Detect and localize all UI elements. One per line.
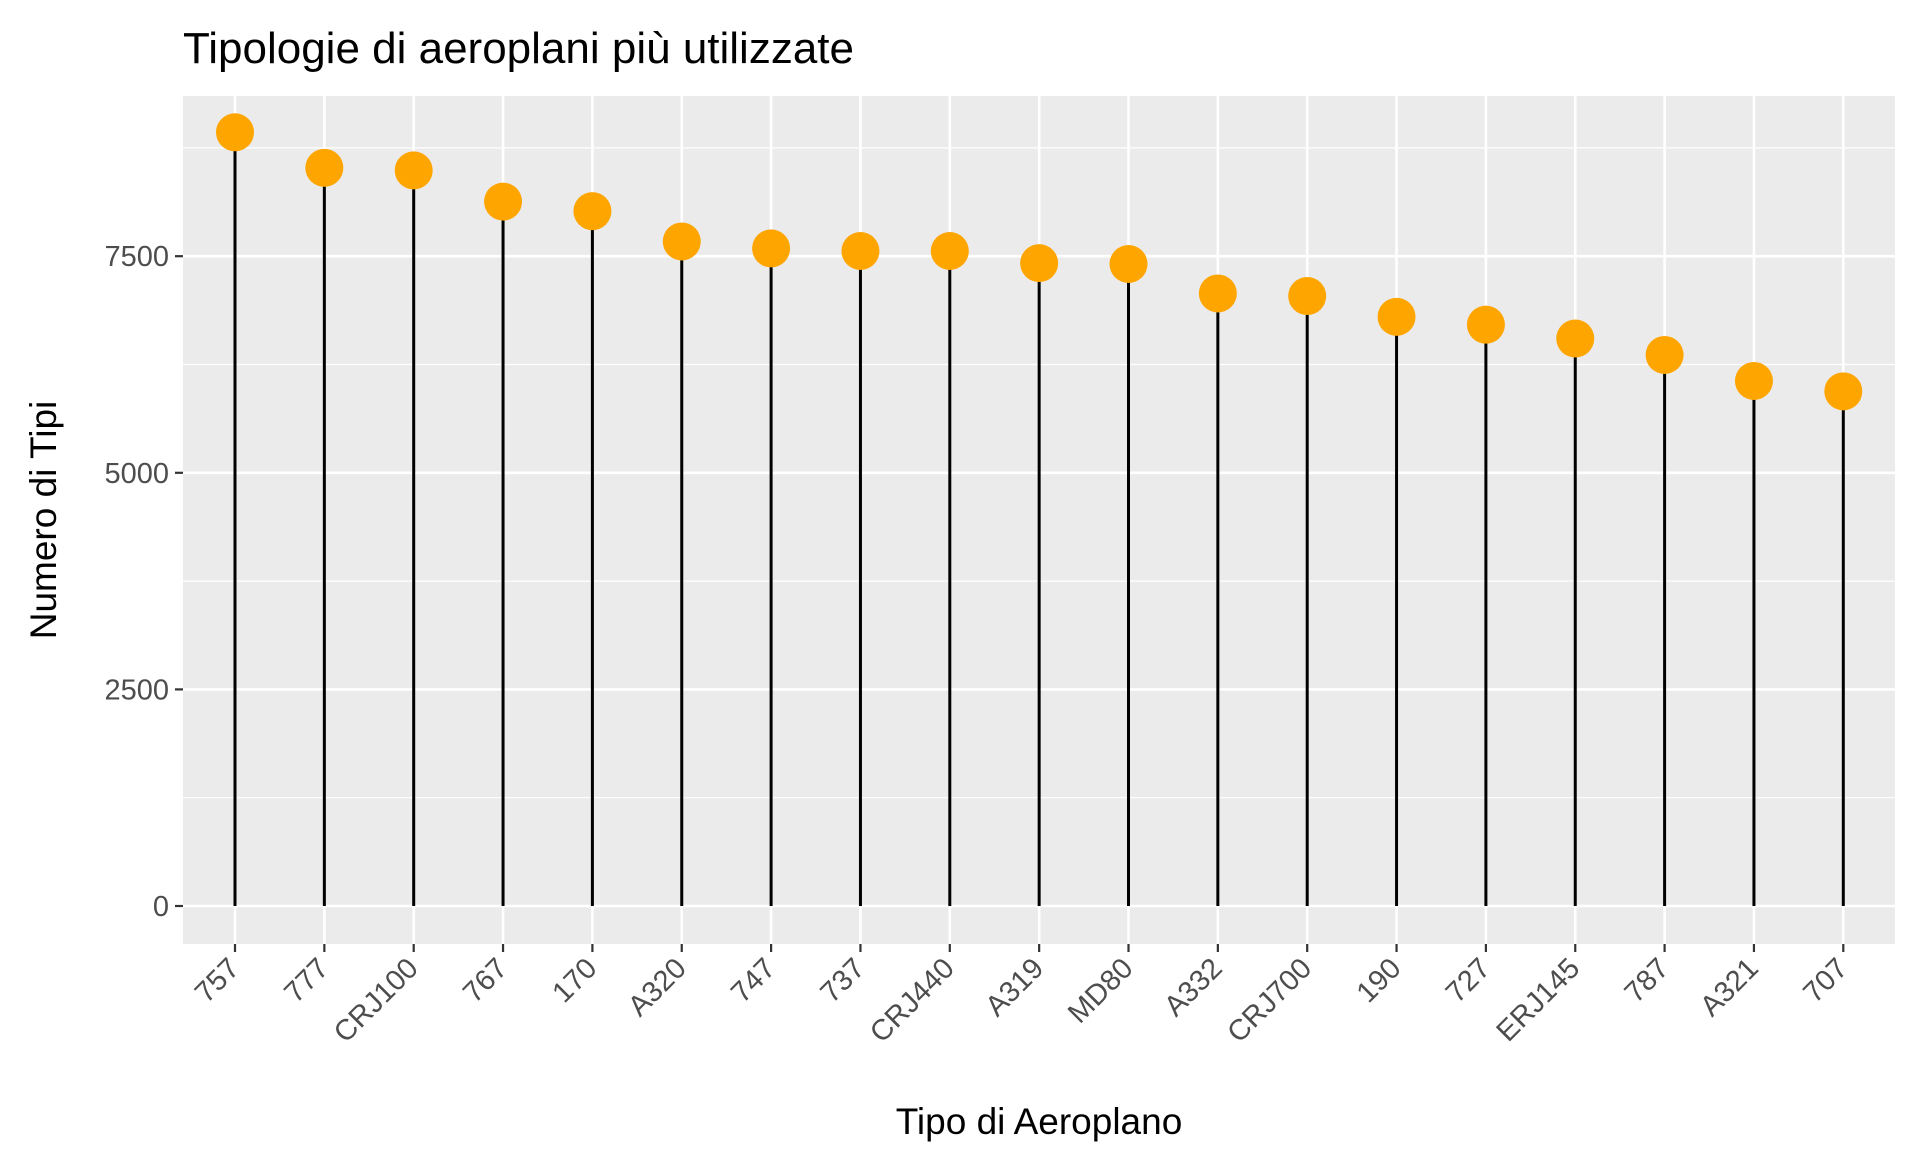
- lollipop-point: [305, 148, 344, 187]
- y-tick-label: 7500: [104, 241, 169, 273]
- x-tick-label: 757: [189, 952, 246, 1009]
- y-axis: 0 2500 5000 7500: [104, 241, 183, 923]
- x-tick-label: 737: [815, 952, 872, 1009]
- y-axis-title: Numero di Tipi: [23, 401, 64, 640]
- x-tick-label: A319: [980, 952, 1051, 1023]
- x-tick-label: 787: [1619, 952, 1676, 1009]
- x-tick-label: CRJ700: [1221, 952, 1318, 1049]
- lollipop-points: [216, 113, 1863, 411]
- x-tick-label: 190: [1351, 952, 1408, 1009]
- x-axis-title: Tipo di Aeroplano: [896, 1101, 1183, 1142]
- x-tick-label: MD80: [1062, 952, 1139, 1029]
- x-tick-label: 707: [1797, 952, 1854, 1009]
- y-tick-label: 5000: [104, 458, 169, 490]
- lollipop-point: [1288, 277, 1327, 316]
- lollipop-point: [662, 222, 701, 261]
- lollipop-point: [930, 232, 969, 271]
- lollipop-point: [752, 229, 791, 268]
- lollipop-point: [1020, 244, 1059, 283]
- x-tick-label: A332: [1158, 952, 1229, 1023]
- lollipop-point: [1556, 319, 1595, 358]
- x-tick-label: CRJ100: [328, 952, 425, 1049]
- lollipop-point: [484, 182, 523, 221]
- x-tick-label: 170: [547, 952, 604, 1009]
- x-tick-label: 777: [278, 952, 335, 1009]
- lollipop-point: [841, 232, 880, 271]
- x-tick-label: 747: [725, 952, 782, 1009]
- lollipop-point: [216, 113, 254, 152]
- x-tick-label: A321: [1694, 952, 1765, 1023]
- x-tick-label: 767: [457, 952, 514, 1009]
- lollipop-point: [1109, 244, 1148, 283]
- chart-title: Tipologie di aeroplani più utilizzate: [183, 24, 854, 73]
- lollipop-point: [394, 151, 433, 190]
- x-tick-label: ERJ145: [1491, 952, 1587, 1048]
- lollipop-point: [1377, 297, 1416, 336]
- lollipop-stems: [233, 132, 1845, 906]
- x-tick-label: CRJ440: [864, 952, 961, 1049]
- x-tick-label: A320: [622, 952, 693, 1023]
- y-tick-label: 2500: [104, 674, 169, 706]
- x-tick-label: 727: [1440, 952, 1497, 1009]
- lollipop-point: [1824, 372, 1863, 411]
- y-tick-label: 0: [153, 891, 169, 923]
- lollipop-point: [1466, 305, 1505, 344]
- lollipop-point: [573, 192, 612, 231]
- lollipop-point: [1734, 361, 1773, 400]
- lollipop-point: [1645, 335, 1684, 374]
- lollipop-point: [1198, 274, 1237, 313]
